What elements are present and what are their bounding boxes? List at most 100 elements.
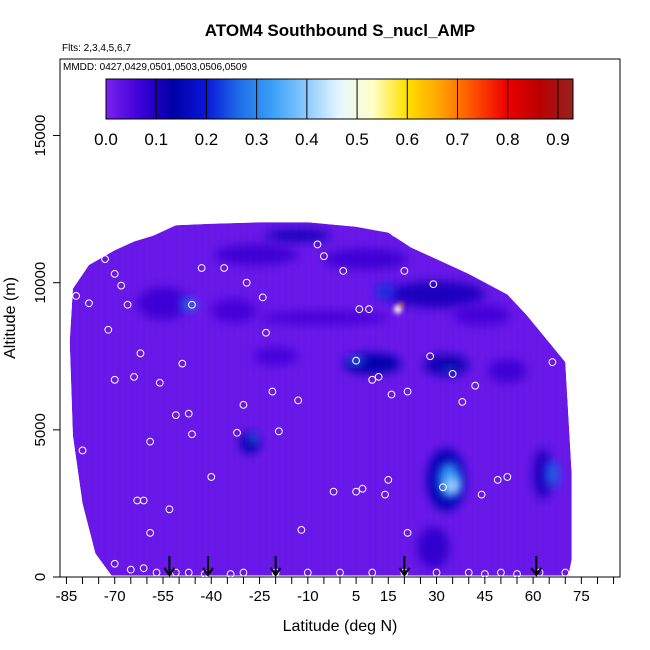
sample-point [497,568,505,577]
x-tick-label: -40 [200,588,222,605]
sample-point [268,387,277,396]
sample-point [130,372,138,381]
sample-point [352,356,360,365]
heatmap-features [137,229,559,569]
colorbar: 0.0 0.1 0.2 0.3 0.4 0.5 0.6 0.7 0.8 0.9 [94,78,574,149]
flight-marker-arrow [202,556,214,577]
sample-point [126,565,135,574]
heatmap-feature [249,433,258,444]
sample-point [165,505,174,514]
heatmap-feature [393,304,402,314]
sample-point [239,400,248,409]
y-axis-label: Altitude (m) [2,277,19,359]
sample-point [188,300,196,309]
heatmap-feature [137,287,189,320]
sample-point [458,397,467,406]
sample-point [480,570,489,577]
y-tick-label: 10000 [32,262,49,304]
colorbar-tick-label: 0.8 [496,130,520,149]
x-tick-label: -25 [249,588,271,605]
y-axis: 0 5000 10000 15000 [32,115,60,581]
colorbar-tick-lines [155,79,559,119]
heatmap-feature [452,304,511,326]
colorbar-gradient [105,78,574,120]
heatmap-feature [417,526,450,569]
x-tick-label: 15 [380,588,397,605]
heatmap-feature [442,366,456,373]
sample-point [239,568,248,577]
colorbar-tick-label: 0.9 [546,130,570,149]
sample-point [104,325,113,334]
sample-point [429,280,438,289]
sample-point [303,568,312,577]
sample-point [403,528,412,537]
sample-point [139,496,148,505]
sample-point [320,252,328,261]
x-tick-label: 30 [428,588,445,605]
sample-point [513,570,521,577]
sample-point [171,411,180,420]
sample-point [101,255,109,264]
heatmap-feature [388,281,485,308]
colorbar-tick-label: 0.1 [144,130,168,149]
heatmap-feature [214,244,299,266]
sample-point [146,528,155,537]
x-axis-label: Latitude (deg N) [283,618,398,635]
sample-point [329,487,338,496]
flight-marker-arrow [398,556,411,577]
sample-point [400,267,409,275]
sample-point [561,568,570,577]
sample-point [294,396,303,405]
flight-marker-arrow [163,556,176,577]
heatmap-feature [259,311,389,325]
sample-point [477,490,486,499]
flights-label: Flts: 2,3,4,5,6,7 [62,43,131,54]
sample-point [72,292,80,300]
flight-marker-arrow [269,556,282,577]
sample-point [548,358,557,367]
sample-point [146,437,155,446]
sample-point [297,526,306,534]
sample-point [503,473,512,481]
heatmap-layer [69,222,572,577]
dates-label: MMDD: 0427,0429,0501,0503,0506,0509 [63,62,247,73]
sample-point [426,352,435,361]
colorbar-tick-label: 0.5 [345,130,369,149]
sample-point [384,475,393,484]
flight-marker-arrow [530,556,543,577]
sample-point [85,299,93,308]
x-tick-label: -85 [56,588,78,605]
heatmap-feature [253,347,299,366]
colorbar-tick-label: 0.4 [295,130,319,149]
sample-point [152,568,161,577]
sample-point [381,490,389,499]
colorbar-tick-label: 0.7 [446,130,470,149]
heatmap-feature [423,354,469,376]
heatmap-feature [545,460,559,488]
x-axis: -85 -70 -55 -40 -25 -10 5 15 30 45 60 75 [56,577,615,605]
sample-point [78,446,87,455]
sample-point [368,375,377,384]
y-tick-label: 15000 [32,115,49,157]
sample-point [123,300,132,309]
sample-point [110,559,119,568]
sample-point [313,240,322,249]
heatmap-feature [533,448,553,500]
sample-point [368,568,377,577]
sample-point [117,281,126,290]
sample-point [188,430,196,439]
sample-point [355,305,364,314]
sample-point [184,568,193,577]
heatmap-feature [323,248,408,270]
sample-point [365,305,373,314]
flight-markers [163,556,543,577]
sample-point [471,381,480,390]
heatmap-feature [265,229,331,242]
sample-point [274,427,283,436]
sample-point [403,387,412,396]
sample-point [493,475,502,484]
sample-point [352,487,360,496]
colorbar-tick-label: 0.2 [195,130,219,149]
sample-point [439,483,447,492]
